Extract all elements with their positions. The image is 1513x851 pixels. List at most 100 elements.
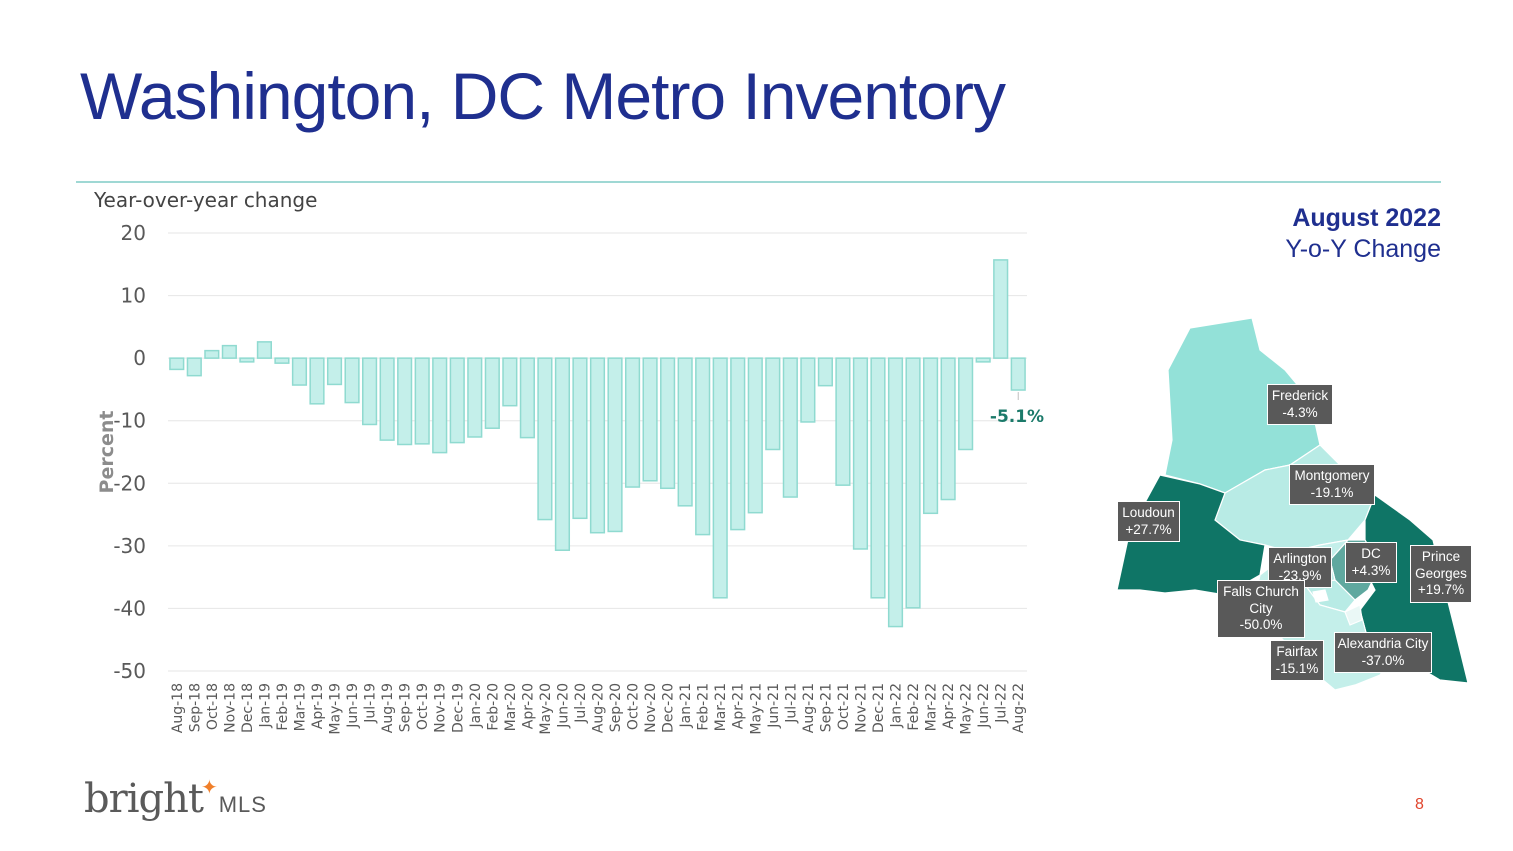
- map-label-name: Frederick: [1271, 388, 1329, 403]
- map-label-frederick: Frederick -4.3%: [1267, 384, 1333, 425]
- x-tick-label: Jul-20: [573, 683, 589, 724]
- bar-jun-19: [344, 357, 360, 404]
- y-tick-label: -20: [113, 471, 146, 495]
- bar-feb-20: [484, 357, 500, 429]
- y-tick-label: 0: [133, 346, 146, 370]
- bar-aug-18: [169, 357, 185, 371]
- y-tick-label: -40: [113, 596, 146, 620]
- bar-dec-19: [449, 357, 465, 444]
- y-axis-label: Percent: [96, 411, 118, 494]
- bar-jul-19: [362, 357, 378, 426]
- bar-apr-19: [309, 357, 325, 405]
- x-tick-label: Apr-19: [310, 683, 326, 729]
- bar-aug-19: [379, 357, 395, 441]
- x-tick-label: Aug-21: [801, 683, 817, 733]
- bar-feb-22: [905, 357, 921, 609]
- bar-feb-19: [274, 357, 290, 364]
- map-label-value: +4.3%: [1351, 562, 1391, 578]
- x-tick-label: Jul-21: [783, 683, 799, 724]
- logo-suffix: MLS: [218, 792, 267, 817]
- x-tick-label: Oct-19: [415, 683, 431, 730]
- logo-spark-icon: ✦: [200, 775, 218, 799]
- x-tick-label: May-19: [328, 683, 344, 735]
- bar-nov-20: [642, 357, 658, 482]
- bar-oct-20: [624, 357, 641, 488]
- x-tick-label: Aug-20: [591, 683, 607, 733]
- bar-mar-22: [922, 357, 939, 515]
- map-label-value: +19.7%: [1417, 582, 1465, 597]
- map-label-name: Alexandria City: [1337, 636, 1429, 651]
- bar-mar-19: [291, 357, 308, 386]
- map-heading: August 2022: [1292, 204, 1441, 232]
- x-tick-label: Feb-22: [906, 683, 922, 731]
- x-tick-label: Oct-20: [626, 683, 642, 730]
- bar-jun-22: [975, 357, 991, 363]
- x-tick-label: Jun-20: [555, 683, 571, 729]
- x-tick-label: Apr-21: [731, 683, 747, 729]
- chart-subtitle: Year-over-year change: [93, 188, 317, 212]
- x-tick-label: Oct-21: [836, 683, 852, 730]
- bar-jan-20: [467, 357, 483, 438]
- map-label-name: Falls Church City: [1223, 584, 1299, 616]
- x-tick-label: Feb-20: [485, 683, 501, 731]
- bar-aug-22: [1010, 357, 1026, 391]
- map-label-name: Arlington: [1273, 551, 1327, 566]
- map-label-name: Fairfax: [1276, 644, 1318, 659]
- x-tick-label: Feb-19: [275, 683, 291, 731]
- map-label-falls-church: Falls Church City -50.0%: [1217, 580, 1305, 638]
- x-tick-label: Jan-19: [257, 683, 273, 728]
- bar-oct-18: [204, 349, 220, 359]
- bar-oct-21: [835, 357, 851, 486]
- map-title: August 2022 Y-o-Y Change: [1285, 203, 1441, 265]
- y-tick-label: 10: [121, 284, 146, 308]
- map-label-name: Montgomery: [1294, 468, 1370, 483]
- bar-apr-21: [730, 357, 746, 531]
- bar-jan-19: [256, 341, 272, 359]
- x-tick-label: Mar-20: [503, 683, 519, 731]
- map-label-name: Loudoun: [1122, 505, 1175, 520]
- map-label-fairfax: Fairfax -15.1%: [1270, 640, 1324, 681]
- bar-aug-21: [800, 357, 816, 423]
- bar-jul-21: [782, 357, 798, 498]
- x-tick-label: Feb-21: [696, 683, 712, 731]
- x-tick-label: Oct-18: [205, 683, 221, 730]
- bar-apr-20: [519, 357, 535, 439]
- x-tick-label: Dec-20: [661, 683, 677, 733]
- bar-may-21: [747, 357, 763, 514]
- x-tick-label: Sep-18: [187, 683, 203, 732]
- x-tick-label: Jan-20: [468, 683, 484, 728]
- bar-sep-19: [397, 357, 413, 446]
- x-tick-label: Aug-19: [380, 683, 396, 733]
- bar-may-20: [537, 357, 553, 521]
- bar-may-22: [958, 357, 974, 451]
- y-tick-label: -10: [113, 409, 146, 433]
- logo-word: bright: [84, 776, 204, 822]
- x-tick-label: Nov-21: [853, 683, 869, 733]
- x-tick-label: Jan-21: [678, 683, 694, 728]
- map-label-name: Prince Georges: [1415, 549, 1467, 581]
- title-divider: [76, 181, 1441, 183]
- x-tick-label: May-21: [748, 683, 764, 735]
- bar-feb-21: [695, 357, 711, 536]
- x-tick-label: Aug-22: [1011, 683, 1027, 733]
- x-tick-label: Jun-22: [976, 683, 992, 729]
- bar-sep-18: [186, 357, 202, 377]
- bar-dec-21: [870, 357, 886, 599]
- y-tick-label: -50: [113, 659, 146, 683]
- x-tick-label: May-20: [538, 683, 554, 735]
- bar-sep-21: [817, 357, 833, 387]
- map-label-alexandria: Alexandria City -37.0%: [1334, 632, 1432, 673]
- x-tick-label: Nov-18: [222, 683, 238, 733]
- map-region-alexandria: [1344, 604, 1363, 626]
- latest-value-callout: -5.1%: [990, 407, 1044, 427]
- bar-dec-20: [660, 357, 676, 490]
- bar-nov-21: [852, 357, 869, 550]
- map-label-value: -37.0%: [1361, 652, 1405, 668]
- bar-may-19: [326, 357, 343, 386]
- x-tick-label: Sep-19: [398, 683, 414, 732]
- map-label-loudoun: Loudoun +27.7%: [1117, 501, 1180, 542]
- x-tick-label: Nov-20: [643, 683, 659, 733]
- map-label-value: -50.0%: [1239, 617, 1283, 632]
- map-label-value: +27.7%: [1125, 521, 1172, 537]
- map-label-value: -4.3%: [1282, 404, 1318, 420]
